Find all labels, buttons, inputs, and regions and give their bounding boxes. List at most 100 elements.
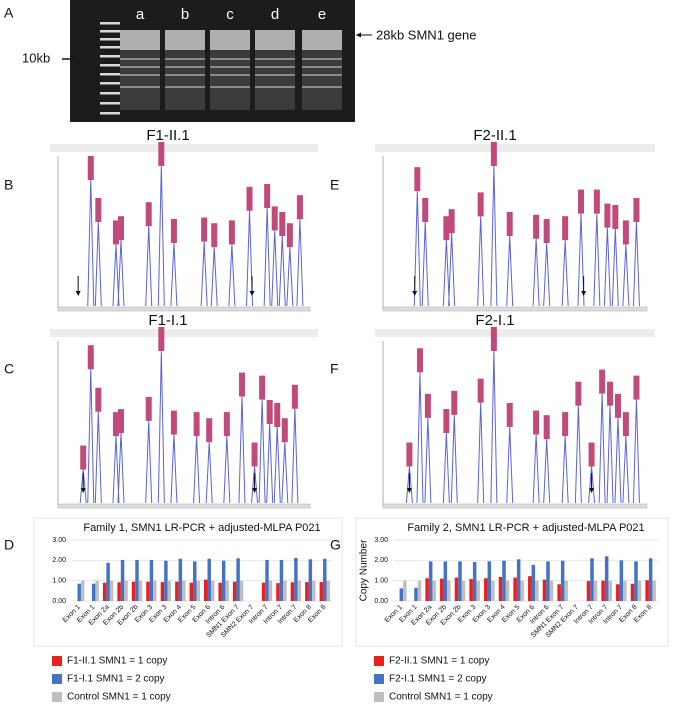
peak-label [414,167,421,192]
peak-label [406,442,413,467]
legend-label: Control SMN1 = 1 copy [389,692,493,703]
chart-frame [33,517,343,647]
bar [417,580,422,601]
y-tick-label: 2.00 [374,557,388,564]
peak [413,191,421,307]
peak-label [291,384,298,409]
peak-label [622,220,629,245]
band-label: 28kb SMN1 gene [376,27,476,42]
peak-label [266,399,273,424]
peak [477,402,485,504]
peak [622,244,630,307]
bar [513,577,517,601]
peak [258,399,266,504]
bar [164,560,168,601]
peak-label [490,142,497,166]
bar [167,580,172,601]
bar [608,580,612,601]
bar [268,580,273,601]
bar [560,560,565,601]
bar [645,580,649,601]
bar [308,559,313,601]
peak [611,228,619,307]
peak-label [633,198,640,222]
lane-band [302,86,342,88]
peak-label [443,216,450,241]
lane-band [165,58,205,60]
bar [432,580,436,601]
lane-band [120,74,160,76]
bar [178,558,183,601]
lane-band [210,66,250,68]
arrow-head [80,488,86,493]
peak-label [562,412,569,437]
bar [319,582,324,601]
bar [131,581,136,601]
bar [102,582,107,601]
bar [399,588,404,601]
panel-label: G [330,537,341,553]
legend-swatch [374,692,384,702]
peak-label [246,186,253,211]
peak [271,230,279,307]
peak-label [158,327,165,351]
y-tick-label: 2.00 [52,557,66,564]
peak-label [223,412,230,437]
peak [205,442,213,504]
bar [472,561,477,601]
bar [531,564,536,601]
peak [614,417,622,504]
y-tick-label: 3.00 [374,537,388,544]
bar [428,561,433,601]
panel-label: A [4,5,14,21]
panel-label: C [4,361,14,377]
peak [281,442,289,504]
peak-label [145,202,152,227]
bar [403,580,407,601]
bar [516,559,521,601]
y-axis-label: Copy Number [359,539,370,601]
peak [170,434,178,504]
bar [505,580,510,601]
x-axis-bar [57,503,311,509]
bar [414,587,418,601]
peak [210,247,218,307]
bar [149,559,154,601]
arrow-head [406,488,412,493]
lane-band [302,30,342,50]
peak-label [170,410,177,435]
peak-label [506,212,513,236]
bar [124,580,128,601]
lane-band [120,30,160,50]
peak [622,436,630,504]
bar [546,561,550,601]
bar [498,577,503,601]
bar [586,581,591,601]
panel-label: E [330,177,339,193]
peak-label [206,418,213,443]
peak [477,216,485,307]
bar [290,582,295,601]
bar [447,580,451,601]
plot-header [50,329,318,337]
bar [557,584,561,601]
peak-label [238,372,245,397]
peak-label [279,212,286,236]
y-tick-label: 0.00 [374,598,388,605]
peak-label [271,206,278,231]
bar [590,558,594,601]
peak [296,219,304,307]
peak-label [604,203,611,228]
peak-label [490,327,497,351]
bar [652,580,656,601]
lane-band [302,74,342,76]
ladder-band [100,38,120,41]
peak [87,369,95,504]
peak-label [543,415,550,440]
bar [634,561,638,601]
bar [95,580,99,601]
peak-label [533,214,540,239]
peak [286,247,294,307]
peak-label [274,403,281,427]
peak-label [228,220,235,245]
